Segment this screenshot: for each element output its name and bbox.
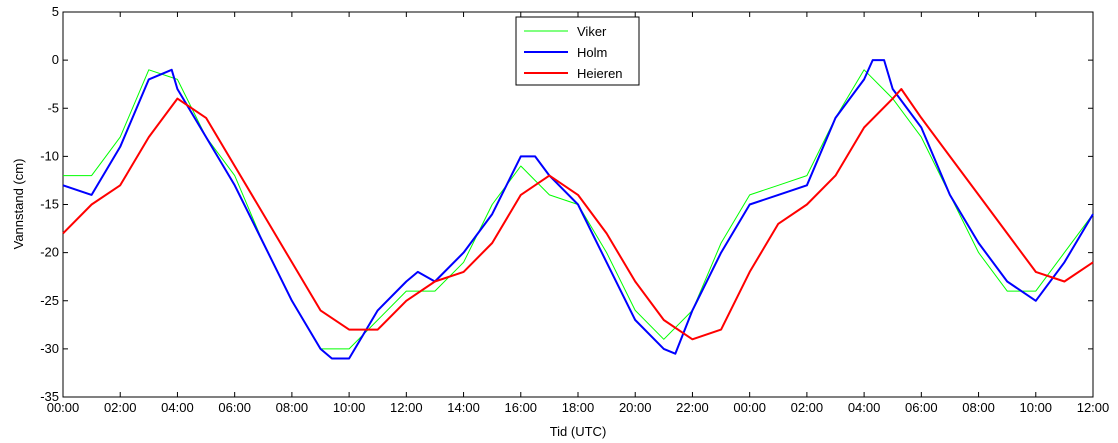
x-tick-label: 18:00	[562, 400, 595, 415]
x-tick-label: 10:00	[333, 400, 366, 415]
y-tick-label: -5	[47, 100, 59, 115]
x-tick-label: 00:00	[733, 400, 766, 415]
y-tick-label: -25	[40, 293, 59, 308]
x-tick-label: 00:00	[47, 400, 80, 415]
x-tick-label: 12:00	[390, 400, 423, 415]
y-axis-ticks: 5 0 -5 -10 -15 -20 -25 -30 -35	[40, 4, 1093, 404]
x-tick-label: 06:00	[218, 400, 251, 415]
y-tick-label: -30	[40, 341, 59, 356]
series-line-heieren	[62, 88, 1094, 341]
y-tick-label: -10	[40, 148, 59, 163]
x-tick-label: 06:00	[905, 400, 938, 415]
x-tick-label: 10:00	[1020, 400, 1053, 415]
y-tick-label: -35	[40, 389, 59, 404]
x-tick-label: 16:00	[505, 400, 538, 415]
legend-label-holm: Holm	[577, 45, 607, 60]
legend-label-heieren: Heieren	[577, 66, 623, 81]
y-tick-label: 5	[52, 4, 59, 19]
y-tick-label: 0	[52, 52, 59, 67]
x-tick-label: 04:00	[161, 400, 194, 415]
y-axis-title: Vannstand (cm)	[11, 159, 26, 250]
x-tick-label: 02:00	[104, 400, 137, 415]
y-tick-label: -15	[40, 197, 59, 212]
x-tick-label: 22:00	[676, 400, 709, 415]
x-tick-label: 14:00	[447, 400, 480, 415]
x-tick-label: 02:00	[791, 400, 824, 415]
legend-label-viker: Viker	[577, 24, 607, 39]
x-axis-ticks: 00:00 02:00 04:00 06:00 08:00 10:00 12:00 14:00…	[47, 12, 1110, 415]
x-tick-label: 08:00	[962, 400, 995, 415]
y-tick-label: -20	[40, 245, 59, 260]
x-axis-title: Tid (UTC)	[550, 424, 607, 439]
x-tick-label: 08:00	[276, 400, 309, 415]
x-tick-label: 12:00	[1077, 400, 1110, 415]
legend: Viker Holm Heieren	[515, 16, 640, 86]
x-tick-label: 04:00	[848, 400, 881, 415]
x-tick-label: 20:00	[619, 400, 652, 415]
series-layer	[62, 59, 1094, 360]
